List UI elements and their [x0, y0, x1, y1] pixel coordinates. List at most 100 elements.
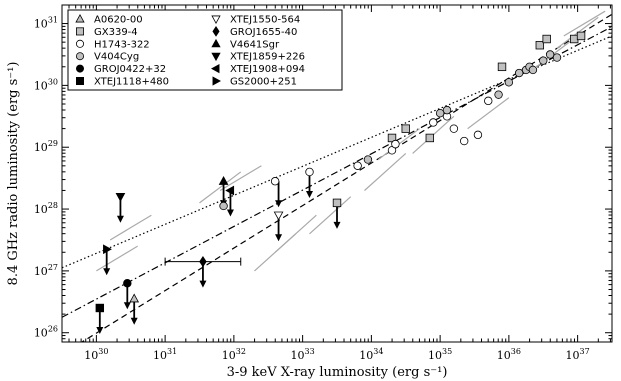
upper-limit-head: [130, 317, 138, 325]
legend-label: GX339-4: [94, 27, 138, 38]
upper-limit-arrows: [96, 171, 341, 334]
legend-marker: [212, 25, 220, 37]
legend-entry: GROJ1655-40: [212, 25, 297, 38]
legend-marker: [76, 52, 85, 61]
legend-label: GROJ0422+32: [94, 64, 166, 75]
data-point-h1743-322: [484, 96, 493, 106]
data-point-xtej1859+226: [115, 193, 126, 202]
data-point-v404cyg: [552, 53, 562, 62]
diagonal-segment: [274, 214, 317, 253]
data-point-h1743-322: [459, 136, 469, 146]
legend-label: GROJ1655-40: [230, 27, 297, 38]
legend-entry: V4641Sgr: [211, 38, 280, 50]
diagonal-segment: [364, 152, 407, 191]
x-tick-label: 1032: [222, 347, 246, 362]
x-axis-label: 3-9 keV X-ray luminosity (erg s⁻¹): [227, 365, 448, 380]
data-point-groj0422+32: [123, 279, 132, 288]
legend-marker: [211, 15, 221, 24]
upper-limit-head: [103, 268, 111, 276]
data-point-gx339-4: [569, 34, 579, 44]
data-point-h1743-322: [473, 130, 483, 140]
legend-entry: V404Cyg: [76, 52, 139, 63]
diagonal-segment: [563, 10, 606, 37]
y-tick-labels: 1026 1027 1028 1029 1030 1031: [34, 16, 58, 340]
y-tick-label: 1028: [34, 201, 58, 216]
data-point-v404cyg: [363, 155, 373, 164]
legend-marker: [212, 76, 221, 86]
data-point-v404cyg: [504, 78, 514, 87]
upper-limit-head: [333, 221, 341, 229]
data-point-v404cyg: [539, 56, 548, 65]
axis-ticks: [62, 5, 612, 342]
legend-entry: GROJ0422+32: [76, 64, 166, 75]
data-point-v4641sgr: [218, 176, 229, 185]
data-point-h1743-322: [353, 161, 362, 170]
data-point-gx339-4: [332, 198, 342, 208]
legend-marker: [76, 64, 85, 73]
x-tick-label: 1037: [566, 347, 590, 362]
legend-label: V4641Sgr: [230, 39, 280, 50]
upper-limit-head: [306, 190, 313, 198]
upper-limit-head: [123, 302, 131, 310]
upper-limit-arrow: [103, 249, 111, 276]
y-tick-label: 1026: [34, 325, 58, 340]
y-tick-label: 1029: [34, 139, 58, 154]
upper-limit-head: [275, 234, 283, 242]
data-point-h1743-322: [270, 177, 280, 186]
data-point-xtej1118+480: [95, 303, 105, 313]
legend-box: [67, 9, 343, 91]
upper-limit-arrow: [130, 298, 138, 325]
legend-entry: XTEJ1859+226: [211, 52, 305, 63]
legend-label: A0620-00: [94, 15, 143, 26]
legend-entry: XTEJ1908+094: [211, 63, 305, 75]
x-tick-label: 1035: [428, 347, 452, 362]
legend-marker: [76, 39, 85, 48]
data-point-a0620-00: [129, 293, 140, 303]
legend-marker: [76, 77, 85, 86]
legend-label: XTEJ1550-564: [230, 15, 300, 26]
x-tick-label: 1033: [291, 347, 315, 362]
data-point-h1743-322: [305, 167, 314, 177]
legend-entry: XTEJ1550-564: [211, 15, 300, 26]
legend-marker: [211, 52, 221, 62]
x-tick-labels: 1030 1031 1032 1033 1034 1035 1036 1037: [84, 347, 589, 362]
upper-limit-head: [116, 215, 124, 223]
upper-limit-arrow: [226, 190, 234, 217]
data-point-groj1655-40: [199, 255, 207, 268]
legend-entry: H1743-322: [76, 39, 150, 50]
upper-limit-head: [96, 326, 104, 334]
data-point-gx339-4: [425, 133, 435, 143]
x-tick-label: 1030: [84, 347, 108, 362]
plot-frame: [61, 4, 613, 343]
diagonal-segment: [96, 245, 138, 272]
data-point-h1743-322: [391, 139, 400, 149]
legend-entry: GS2000+251: [212, 76, 297, 88]
legend-label: XTEJ1908+094: [230, 64, 305, 75]
legend-label: XTEJ1859+226: [230, 52, 305, 63]
data-point-h1743-322: [429, 118, 438, 127]
data-point-gx339-4: [542, 34, 551, 44]
x-tick-label: 1034: [359, 347, 383, 362]
data-point-gx339-4: [576, 31, 586, 41]
data-point-gs2000+251: [103, 244, 112, 255]
legend-label: V404Cyg: [94, 52, 139, 63]
data-point-v404cyg: [545, 50, 555, 59]
legend-marker: [211, 63, 220, 74]
data-point-v404cyg: [435, 109, 445, 118]
upper-limit-head: [275, 200, 283, 208]
legend-label: XTEJ1118+480: [94, 77, 169, 88]
data-points: [95, 31, 586, 313]
legend-label: GS2000+251: [230, 77, 297, 88]
legend-entry: XTEJ1118+480: [76, 77, 169, 88]
data-point-xtej1908+094: [225, 185, 235, 196]
legend-entry: GX339-4: [76, 27, 138, 38]
x-tick-label: 1036: [497, 347, 521, 362]
diagonal-segment: [109, 214, 152, 241]
legend-marker: [211, 38, 221, 48]
data-point-v404cyg: [442, 105, 452, 115]
data-point-v404cyg: [219, 201, 228, 211]
upper-limit-head: [199, 280, 207, 288]
y-tick-label: 1030: [34, 77, 58, 92]
